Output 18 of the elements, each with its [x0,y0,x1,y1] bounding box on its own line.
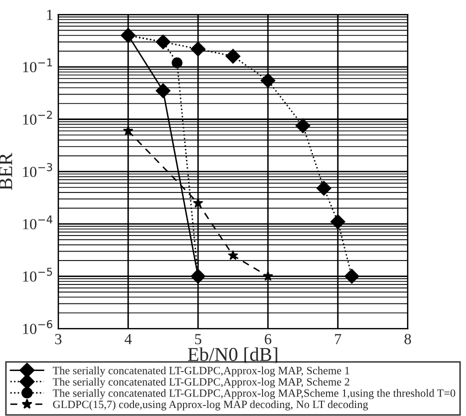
legend-label: GLDPC(15,7) code,using Approx-log MAP decoding, No LT decoding [53,400,368,410]
y-tick-label: 1 [47,10,52,20]
y-tick-label: 10$^{−2}$ [23,110,52,125]
y-tick-label: 10$^{−5}$ [23,268,52,282]
x-tick-label: 6 [264,334,272,344]
legend-label: The serially concatenated LT-GLDPC,Approx-log MAP, Scheme 1 [52,366,350,377]
x-tick-label: 3 [55,334,62,344]
y-tick-label: 10$^{−4}$ [23,216,52,230]
y-tick-label: 10$^{−1}$ [23,58,52,72]
x-tick-label: 4 [124,334,132,344]
x-tick-label: 8 [404,334,411,344]
x-tick-label: 5 [195,334,202,344]
x-axis-title: Eb/N0 [dB] [188,347,278,364]
x-tick-label: 7 [335,334,342,344]
legend-label: The serially concatenated LT-GLDPC,Approx-log MAP,Scheme 1,using the threshold T=0 [52,389,456,400]
y-tick-label: 10$^{−6}$ [23,320,52,334]
y-tick-label: 10$^{−3}$ [23,163,52,178]
legend-label: The serially concatenated LT-GLDPC,Approx-log MAP, Scheme 2 [52,378,350,388]
